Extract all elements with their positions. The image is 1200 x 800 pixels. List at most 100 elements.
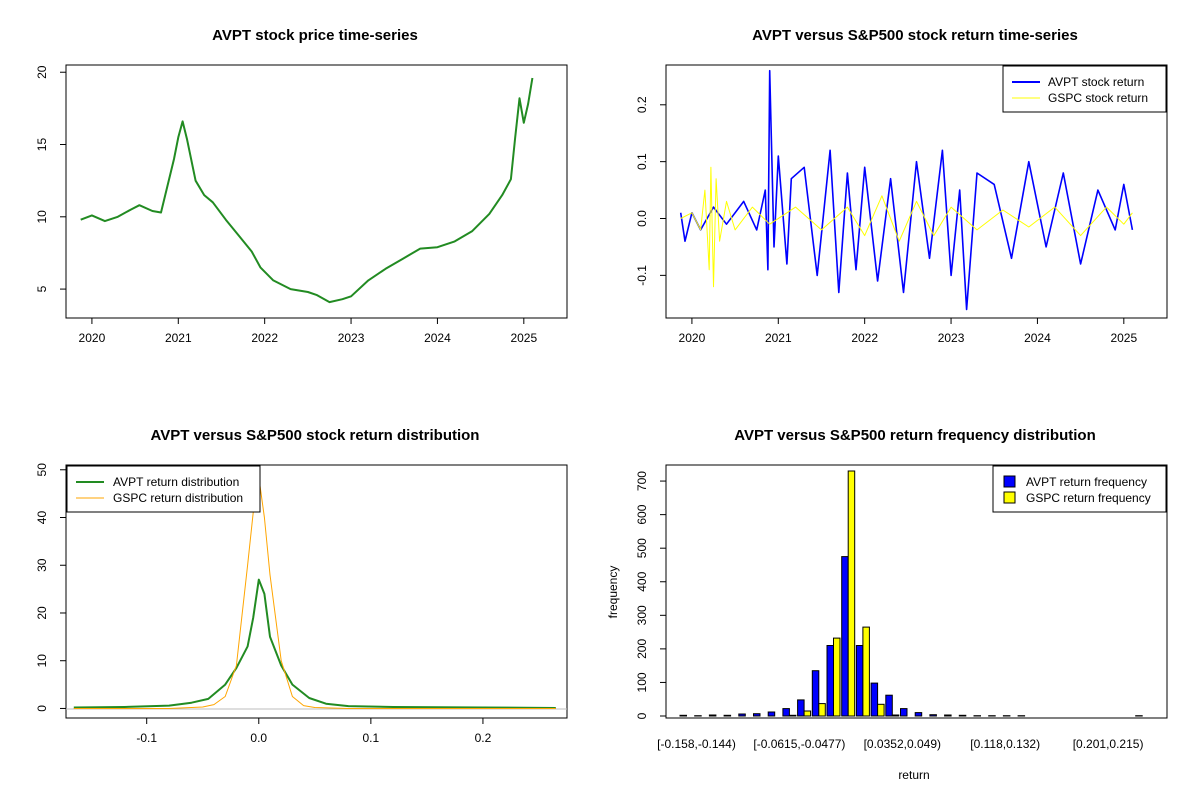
histogram-ytick-label: 500 <box>635 538 649 558</box>
histogram-bar-avpt <box>944 714 952 717</box>
density-ytick-label: 30 <box>35 558 49 572</box>
density-xtick-label: 0.0 <box>250 731 267 745</box>
price-xtick-label: 2025 <box>510 331 537 345</box>
histogram-bar-gspc <box>833 637 841 717</box>
panel-price: AVPT stock price time-series 2020 2021 202… <box>35 27 568 345</box>
histogram-bar-avpt <box>914 712 923 717</box>
histogram-xtick-label: [0.201,0.215) <box>1073 737 1144 751</box>
histogram-bar-avpt <box>885 694 893 717</box>
returns-plot-box <box>665 64 1168 319</box>
returns-xtick-label: 2023 <box>938 331 965 345</box>
histogram-ytick-label: 600 <box>635 504 649 524</box>
returns-ytick-label: 0.2 <box>635 96 649 113</box>
price-plot-box <box>65 64 568 319</box>
histogram-bar-avpt <box>855 645 864 717</box>
returns-series-gspc-line <box>680 166 1133 288</box>
histogram-legend-key-gspc <box>1003 491 1016 504</box>
price-ytick-label: 10 <box>35 210 49 224</box>
histogram-bar-gspc <box>862 626 870 717</box>
histogram-bar-avpt <box>841 556 849 717</box>
price-xtick-label: 2022 <box>251 331 278 345</box>
histogram-xtick-label: [0.118,0.132) <box>970 737 1040 751</box>
density-title: AVPT versus S&P500 stock return distribu… <box>151 427 480 444</box>
density-ytick-label: 50 <box>35 463 49 477</box>
histogram-legend-label-avpt: AVPT return frequency <box>1026 475 1147 489</box>
returns-xtick-label: 2020 <box>679 331 706 345</box>
histogram-xlabel: return <box>898 768 929 782</box>
density-series-avpt-line <box>73 578 556 709</box>
returns-legend-label-avpt: AVPT stock return <box>1048 75 1144 89</box>
histogram-ytick-label: 400 <box>635 571 649 591</box>
histogram-ylabel: frequency <box>606 566 620 619</box>
histogram-title: AVPT versus S&P500 return frequency dist… <box>734 427 1095 444</box>
histogram-bar-avpt <box>929 714 937 717</box>
density-y-axis: 0 10 20 30 40 50 <box>35 463 66 712</box>
histogram-bar-avpt <box>900 708 908 717</box>
price-xtick-label: 2023 <box>338 331 365 345</box>
density-xtick-label: 0.1 <box>363 731 380 745</box>
histogram-y-axis: 0 100 200 300 400 500 600 700 <box>635 471 666 719</box>
density-ytick-label: 10 <box>35 654 49 668</box>
histogram-bar-avpt <box>753 713 761 717</box>
histogram-xtick-label: [-0.158,-0.144) <box>657 737 736 751</box>
returns-xtick-label: 2025 <box>1110 331 1137 345</box>
histogram-ytick-label: 700 <box>635 471 649 491</box>
histogram-ytick-label: 300 <box>635 605 649 625</box>
price-ytick-label: 20 <box>35 65 49 79</box>
returns-ytick-label: 0.0 <box>635 210 649 227</box>
histogram-bars-group <box>679 470 1143 717</box>
panel-histogram: AVPT versus S&P500 return frequency dist… <box>606 427 1168 782</box>
histogram-bar-avpt <box>723 714 732 717</box>
density-legend-label-gspc: GSPC return distribution <box>113 491 243 505</box>
histogram-bar-avpt <box>738 713 746 717</box>
returns-xtick-label: 2021 <box>765 331 792 345</box>
histogram-bar-avpt <box>826 645 834 717</box>
density-xtick-label: 0.2 <box>475 731 492 745</box>
returns-x-axis: 2020 2021 2022 2023 2024 2025 <box>679 318 1137 345</box>
density-legend-box <box>66 465 261 513</box>
density-legend: AVPT return distribution GSPC return dis… <box>66 465 261 513</box>
histogram-bar-gspc <box>788 714 797 717</box>
histogram-bar-avpt <box>767 711 776 717</box>
histogram-bar-avpt <box>958 714 967 717</box>
density-ytick-label: 20 <box>35 606 49 620</box>
price-series-group <box>80 77 534 304</box>
density-ytick-label: 40 <box>35 511 49 525</box>
histogram-bar-gspc <box>803 710 812 717</box>
returns-ytick-label: 0.1 <box>635 153 649 170</box>
returns-xtick-label: 2024 <box>1024 331 1051 345</box>
density-xtick-label: -0.1 <box>136 731 157 745</box>
histogram-plot-box <box>665 464 1168 719</box>
price-title: AVPT stock price time-series <box>212 27 418 44</box>
price-ytick-label: 5 <box>35 285 49 292</box>
histogram-bar-avpt <box>797 699 805 717</box>
returns-xtick-label: 2022 <box>851 331 878 345</box>
panel-density: AVPT versus S&P500 stock return distribu… <box>35 427 568 745</box>
price-x-axis: 2020 2021 2022 2023 2024 2025 <box>79 318 537 345</box>
density-x-axis: -0.1 0.0 0.1 0.2 <box>136 718 492 745</box>
histogram-ytick-label: 200 <box>635 639 649 659</box>
price-y-axis: 5 10 15 20 <box>35 65 66 292</box>
density-plot-box <box>65 464 568 719</box>
price-xtick-label: 2024 <box>424 331 451 345</box>
histogram-bar-avpt <box>782 708 790 717</box>
returns-title: AVPT versus S&P500 stock return time-ser… <box>752 27 1078 44</box>
histogram-bar-avpt <box>811 670 820 717</box>
returns-series-group <box>679 69 1134 311</box>
histogram-bar-avpt <box>870 682 879 717</box>
histogram-xtick-label: [0.0352,0.049) <box>864 737 941 751</box>
returns-legend-box <box>1002 65 1167 113</box>
density-legend-label-avpt: AVPT return distribution <box>113 475 239 489</box>
histogram-bar-gspc <box>891 714 900 717</box>
histogram-bar-avpt <box>679 714 687 717</box>
returns-ytick-label: -0.1 <box>635 265 649 286</box>
histogram-bar-gspc <box>847 470 856 717</box>
histogram-xtick-label: [-0.0615,-0.0477) <box>753 737 845 751</box>
histogram-legend-key-avpt <box>1003 475 1016 488</box>
histogram-ytick-label: 100 <box>635 672 649 692</box>
panel-returns: AVPT versus S&P500 stock return time-ser… <box>635 27 1168 345</box>
price-series-avpt-line <box>80 77 534 304</box>
returns-y-axis: -0.1 0.0 0.1 0.2 <box>635 96 666 286</box>
histogram-bar-gspc <box>818 703 826 717</box>
